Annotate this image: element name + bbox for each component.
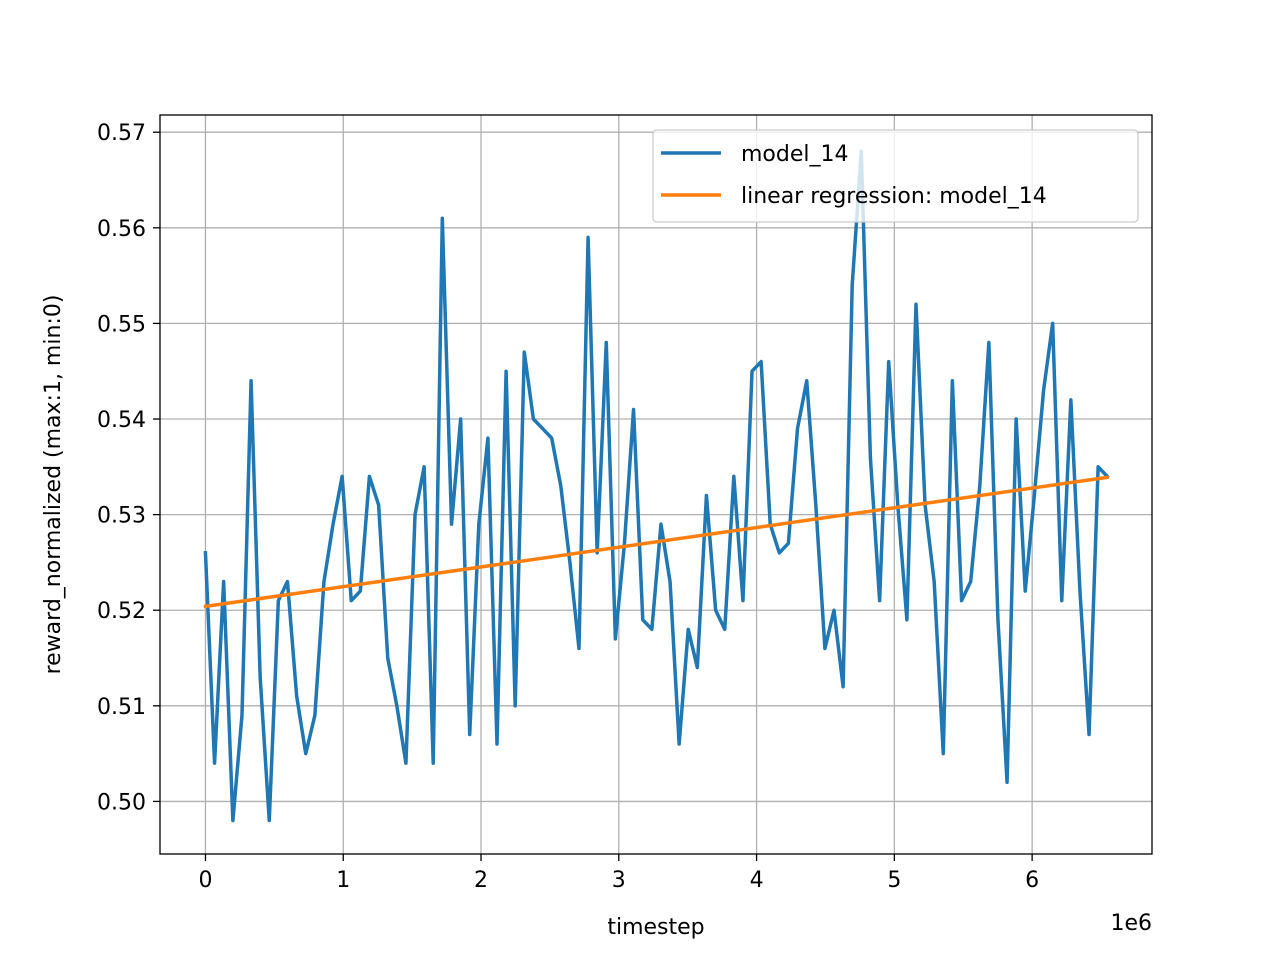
legend-box [652,129,1139,223]
x-tick-label: 2 [474,868,488,893]
series-layer [203,149,1110,823]
legend-label-linear-regression: linear regression: model_14 [741,184,1047,209]
series-line-model-14 [203,149,1110,823]
y-tick-label: 0.52 [97,599,146,624]
y-axis-label: reward_normalized (max:1, min:0) [41,295,66,675]
y-axis-ticks: 0.50 0.51 0.52 0.53 0.54 0.55 0.56 0.57 [97,121,160,815]
x-axis-offset-text: 1e6 [1110,911,1152,936]
x-axis-ticks: 0 1 2 3 4 5 6 [198,854,1039,893]
legend: model_14 linear regression: model_14 [652,129,1139,223]
y-tick-label: 0.54 [97,408,146,433]
x-tick-label: 5 [887,868,901,893]
x-tick-label: 1 [336,868,350,893]
series-line-linear-regression [203,475,1110,609]
legend-label-model-14: model_14 [741,142,849,167]
x-tick-label: 6 [1025,868,1039,893]
y-tick-label: 0.50 [97,790,146,815]
x-tick-label: 4 [750,868,764,893]
x-tick-label: 0 [198,868,212,893]
y-tick-label: 0.51 [97,695,146,720]
x-axis-label: timestep [607,915,704,940]
x-tick-label: 3 [612,868,626,893]
y-tick-label: 0.56 [97,217,146,242]
y-tick-label: 0.57 [97,121,146,146]
plot-area-frame [159,114,1153,855]
y-tick-label: 0.53 [97,504,146,529]
y-tick-label: 0.55 [97,312,146,337]
